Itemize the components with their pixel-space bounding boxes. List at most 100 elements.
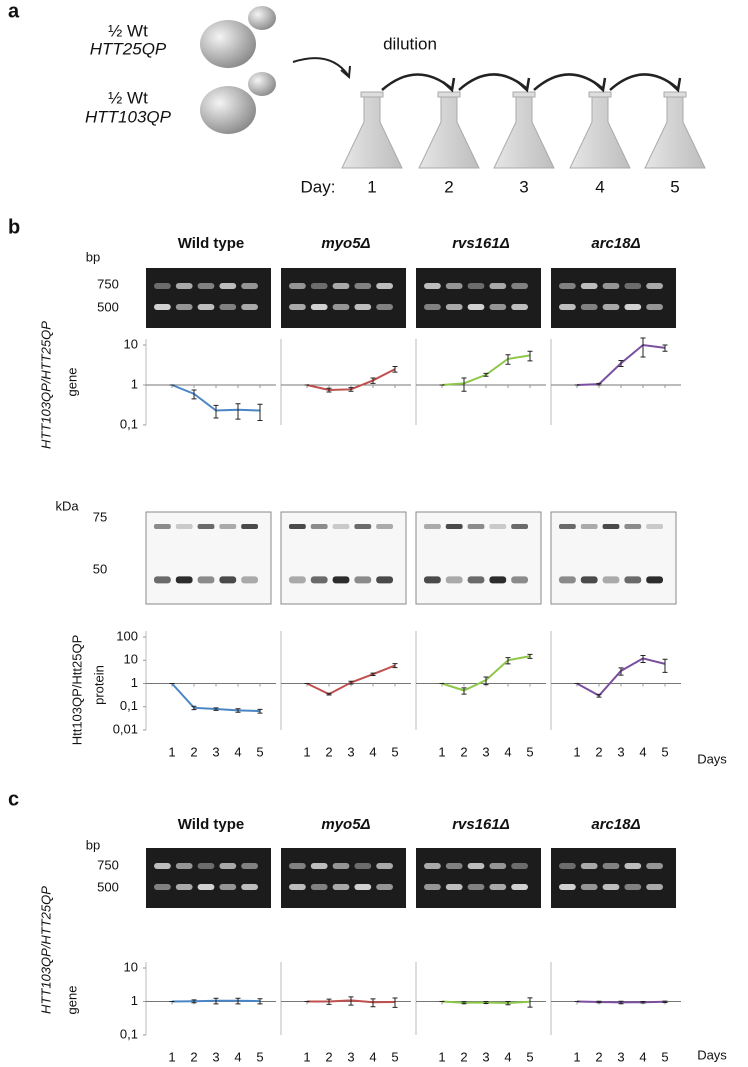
gel-band — [580, 863, 598, 869]
gel-band — [559, 863, 576, 869]
blot-band — [511, 576, 528, 584]
blot-band — [219, 523, 237, 529]
gel-band — [489, 283, 507, 289]
error-bar — [640, 655, 646, 664]
error-bar — [348, 387, 354, 392]
error-bar — [257, 403, 263, 421]
strain-label: rvs161Δ — [452, 235, 510, 252]
gel-band — [219, 283, 237, 289]
x-tick-label: 4 — [639, 744, 646, 759]
gel-band — [154, 884, 171, 890]
blot-band — [424, 576, 441, 584]
x-tick-label: 1 — [168, 1049, 175, 1064]
y-tick-label: 0,1 — [120, 1026, 138, 1041]
y-tick-label: 0,1 — [120, 416, 138, 431]
blot-band — [310, 523, 328, 529]
x-tick-label: 1 — [573, 1049, 580, 1064]
error-bar — [596, 1000, 602, 1004]
panel-label: b — [8, 216, 20, 238]
x-tick-label: 5 — [256, 1049, 263, 1064]
gel-band — [467, 304, 485, 310]
blot-band — [354, 576, 372, 584]
blot-band — [310, 576, 328, 584]
gel-band — [241, 304, 258, 310]
line — [441, 354, 531, 386]
line — [306, 664, 396, 696]
gel-band — [154, 304, 171, 310]
day-number: 2 — [444, 177, 453, 196]
y-axis-label: protein — [91, 665, 106, 705]
error-bar — [505, 657, 511, 665]
y-axis-label: HTT103QP/HTT25QP — [38, 321, 53, 449]
error-bar — [483, 372, 489, 377]
error-bar — [596, 693, 602, 698]
error-bar — [213, 404, 219, 419]
day-number: 1 — [367, 177, 376, 196]
line — [576, 657, 666, 697]
x-axis-label: Days — [697, 751, 727, 766]
gel-band — [489, 863, 507, 869]
strain-label: arc18Δ — [591, 816, 640, 833]
blot-band — [376, 576, 393, 584]
gel-band — [467, 863, 485, 869]
x-tick-label: 5 — [526, 744, 533, 759]
gel-band — [197, 304, 215, 310]
gel-band — [241, 863, 258, 869]
strain-label: Wild type — [178, 816, 245, 833]
blot-band — [559, 576, 576, 584]
marker-label: 50 — [93, 561, 107, 576]
strain-text: ½ Wt — [108, 21, 148, 40]
gel — [146, 268, 271, 328]
gel-band — [175, 304, 193, 310]
blot-band — [602, 576, 620, 584]
x-tick-label: 3 — [617, 744, 624, 759]
x-tick-label: 3 — [617, 1049, 624, 1064]
blot-band — [197, 523, 215, 529]
gel-band — [197, 884, 215, 890]
blot-band — [489, 576, 507, 584]
gel-band — [376, 884, 393, 890]
gel-band — [197, 863, 215, 869]
panel-label: a — [8, 0, 20, 22]
day-number: 5 — [670, 177, 679, 196]
gel-band — [445, 304, 463, 310]
gel-band — [310, 304, 328, 310]
x-tick-label: 3 — [347, 744, 354, 759]
gel-band — [646, 884, 663, 890]
blot-band — [354, 523, 372, 529]
gel-band — [175, 884, 193, 890]
gel-band — [511, 863, 528, 869]
y-axis-label: Htt103QP/Htt25QP — [69, 635, 84, 746]
strain-text: ½ Wt — [108, 88, 148, 107]
error-bar — [235, 997, 241, 1005]
arrow — [593, 77, 607, 93]
error-bar — [392, 663, 398, 669]
blot-band — [175, 576, 193, 584]
x-tick-label: 2 — [595, 744, 602, 759]
error-bar — [505, 1001, 511, 1006]
gel-band — [467, 283, 485, 289]
error-bar — [483, 1001, 489, 1005]
day-number: 3 — [519, 177, 528, 196]
y-tick-label: 0,01 — [113, 721, 138, 736]
marker-label: 750 — [97, 857, 119, 872]
flask — [418, 94, 480, 169]
gel-band — [602, 884, 620, 890]
gel-band — [354, 283, 372, 289]
gel-band — [289, 283, 306, 289]
gel-band — [445, 884, 463, 890]
flask — [493, 94, 555, 169]
panel-label: c — [8, 788, 19, 810]
error-bar — [392, 366, 398, 373]
gel-band — [602, 283, 620, 289]
gel-band — [219, 884, 237, 890]
gel-band — [559, 283, 576, 289]
error-bar — [618, 1000, 624, 1005]
blot-band — [424, 523, 441, 529]
blot-band — [559, 523, 576, 529]
blot-band — [445, 523, 463, 529]
gel-band — [376, 863, 393, 869]
blot-band — [624, 523, 642, 529]
arrow — [381, 73, 452, 91]
x-tick-label: 5 — [256, 744, 263, 759]
